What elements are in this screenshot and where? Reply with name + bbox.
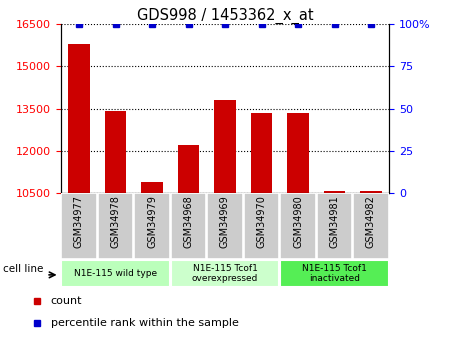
Text: GSM34978: GSM34978 xyxy=(111,195,121,248)
Bar xyxy=(324,191,346,193)
Bar xyxy=(360,191,382,193)
FancyBboxPatch shape xyxy=(280,193,315,259)
FancyBboxPatch shape xyxy=(354,193,388,259)
Text: GSM34982: GSM34982 xyxy=(366,195,376,248)
Title: GDS998 / 1453362_x_at: GDS998 / 1453362_x_at xyxy=(137,8,313,24)
FancyBboxPatch shape xyxy=(62,193,96,259)
Bar xyxy=(287,113,309,193)
FancyBboxPatch shape xyxy=(280,260,388,287)
FancyBboxPatch shape xyxy=(317,193,352,259)
FancyBboxPatch shape xyxy=(171,193,206,259)
Text: GSM34980: GSM34980 xyxy=(293,195,303,248)
FancyBboxPatch shape xyxy=(135,193,170,259)
Text: GSM34968: GSM34968 xyxy=(184,195,194,248)
Text: count: count xyxy=(51,296,82,306)
Text: GSM34977: GSM34977 xyxy=(74,195,84,248)
Text: N1E-115 wild type: N1E-115 wild type xyxy=(74,269,157,278)
Bar xyxy=(251,113,272,193)
Bar xyxy=(214,100,236,193)
Text: GSM34981: GSM34981 xyxy=(329,195,339,248)
Text: GSM34970: GSM34970 xyxy=(256,195,266,248)
FancyBboxPatch shape xyxy=(62,260,170,287)
Bar xyxy=(68,44,90,193)
Text: cell line: cell line xyxy=(3,264,43,274)
Text: GSM34979: GSM34979 xyxy=(147,195,157,248)
Bar xyxy=(178,145,199,193)
FancyBboxPatch shape xyxy=(207,193,243,259)
FancyBboxPatch shape xyxy=(98,193,133,259)
Bar xyxy=(104,111,126,193)
Text: percentile rank within the sample: percentile rank within the sample xyxy=(51,318,239,328)
FancyBboxPatch shape xyxy=(244,193,279,259)
Bar xyxy=(141,182,163,193)
Text: N1E-115 Tcof1
overexpressed: N1E-115 Tcof1 overexpressed xyxy=(192,264,258,283)
Text: GSM34969: GSM34969 xyxy=(220,195,230,248)
Text: N1E-115 Tcof1
inactivated: N1E-115 Tcof1 inactivated xyxy=(302,264,367,283)
FancyBboxPatch shape xyxy=(171,260,279,287)
